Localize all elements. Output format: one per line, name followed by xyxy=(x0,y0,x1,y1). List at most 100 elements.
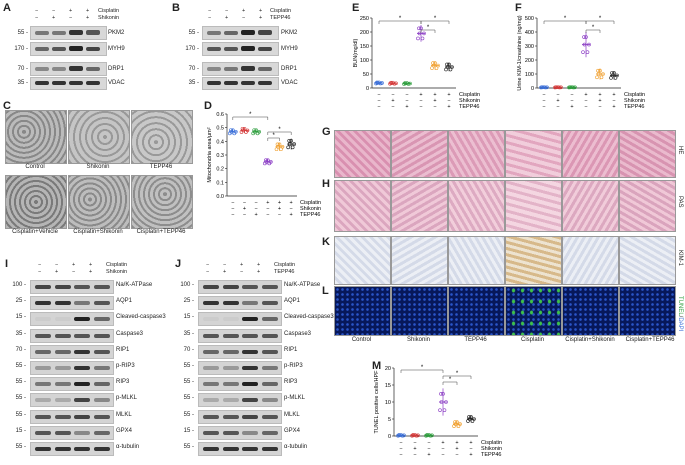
treat-label: TEPP46 xyxy=(300,212,320,218)
data-point xyxy=(554,85,558,89)
panel-label-k: K xyxy=(322,236,330,248)
treat-label: Shikonin xyxy=(106,269,128,275)
treat-sign: − xyxy=(405,92,408,98)
treat-sign: − xyxy=(377,98,380,104)
blot-strip xyxy=(30,442,114,456)
mw-marker: 55 - xyxy=(15,379,26,386)
treat-sign: − xyxy=(584,104,587,110)
data-point xyxy=(280,144,285,149)
treat-sign: − xyxy=(419,104,422,110)
blot-label: α-tubulin xyxy=(116,444,140,450)
treat-minus: − xyxy=(240,269,244,275)
mw-marker: 35 - xyxy=(183,330,194,337)
data-point xyxy=(416,433,420,438)
treat-label: Cisplatin xyxy=(274,262,296,268)
treat-sign: − xyxy=(570,92,573,98)
data-point xyxy=(445,65,450,69)
data-point xyxy=(469,415,473,419)
data-point xyxy=(559,85,563,90)
treat-sign: − xyxy=(278,212,281,218)
treat-sign: − xyxy=(377,104,380,110)
treat-sign: − xyxy=(377,92,380,98)
pas-image xyxy=(505,180,562,232)
significance-star: * xyxy=(249,112,252,118)
y-tick-label: 100 xyxy=(525,72,534,78)
data-point xyxy=(408,81,412,86)
data-point xyxy=(571,85,576,90)
data-point xyxy=(441,392,445,396)
treat-label: TEPP46 xyxy=(459,104,479,110)
panel-label-j: J xyxy=(175,258,182,270)
treat-sign: + xyxy=(598,92,601,98)
blot-label: p-MLKL xyxy=(116,395,138,402)
panel-label-e: E xyxy=(352,2,360,14)
data-point xyxy=(458,422,462,426)
treat-minus: − xyxy=(38,269,42,275)
treat-sign: − xyxy=(255,206,258,212)
data-point xyxy=(610,71,614,75)
treat-sign: − xyxy=(427,446,430,452)
mw-marker: 170 - xyxy=(14,46,28,52)
treat-sign: − xyxy=(427,440,430,446)
data-point xyxy=(394,81,398,86)
blot-strip xyxy=(198,425,282,440)
treat-sign: − xyxy=(447,98,450,104)
significance-bracket xyxy=(400,369,444,373)
treat-sign: − xyxy=(441,452,444,458)
data-point xyxy=(400,433,405,438)
treat-sign: − xyxy=(584,98,587,104)
y-tick-label: 0.1 xyxy=(216,180,224,186)
mw-marker: 15 - xyxy=(15,427,26,434)
significance-bracket xyxy=(442,375,472,379)
treat-minus: − xyxy=(206,262,210,268)
blot-strip xyxy=(30,409,114,424)
blot-label: AQP1 xyxy=(284,298,301,305)
treat-plus: + xyxy=(257,262,261,268)
data-point xyxy=(453,420,457,424)
blot-strip xyxy=(30,377,114,392)
y-tick-label: 50 xyxy=(363,72,369,78)
blot-label: p-RIP3 xyxy=(116,363,135,369)
treat-plus: + xyxy=(242,8,246,14)
treat-sign: + xyxy=(612,104,615,110)
mw-marker: 55 - xyxy=(15,444,26,450)
treat-sign: + xyxy=(447,92,450,98)
treat-label: Cisplatin xyxy=(481,440,502,446)
data-point xyxy=(450,65,454,69)
blot-strip xyxy=(30,296,114,311)
em-image xyxy=(131,175,193,229)
significance-star: * xyxy=(399,16,402,22)
treat-sign: − xyxy=(290,206,293,212)
significance-star: * xyxy=(427,25,430,31)
data-point xyxy=(425,433,429,437)
treat-plus: + xyxy=(86,15,90,21)
blot-vdac xyxy=(30,77,107,90)
data-point xyxy=(397,433,401,437)
treat-sign: + xyxy=(419,92,422,98)
data-point xyxy=(433,61,437,65)
treat-sign: + xyxy=(278,200,281,206)
treat-label: TEPP46 xyxy=(274,269,295,275)
blot-label: RIP1 xyxy=(284,346,298,353)
mw-marker: 100 - xyxy=(180,282,194,288)
treat-sign: + xyxy=(570,104,573,110)
data-point xyxy=(582,35,586,39)
blot-strip xyxy=(198,409,282,424)
data-point xyxy=(599,75,604,80)
data-point xyxy=(290,145,295,150)
data-point xyxy=(582,42,587,47)
treat-sign: + xyxy=(433,92,436,98)
y-tick-label: 150 xyxy=(360,44,369,50)
treat-sign: − xyxy=(255,200,258,206)
blot-label: Cleaved-caspase3 xyxy=(116,314,166,321)
data-point xyxy=(439,400,444,404)
y-tick-label: 200 xyxy=(525,58,534,64)
mw-marker: 70 - xyxy=(15,346,26,353)
mw-marker: 55 - xyxy=(15,395,26,402)
y-axis-label: TUNEL positive cells/HPF xyxy=(374,370,380,434)
blot-label: Caspase3 xyxy=(284,330,312,337)
treat-label-tepp46: TEPP46 xyxy=(270,15,291,21)
significance-star: * xyxy=(592,25,595,31)
treat-plus: + xyxy=(55,269,59,275)
significance-bracket xyxy=(585,20,615,24)
